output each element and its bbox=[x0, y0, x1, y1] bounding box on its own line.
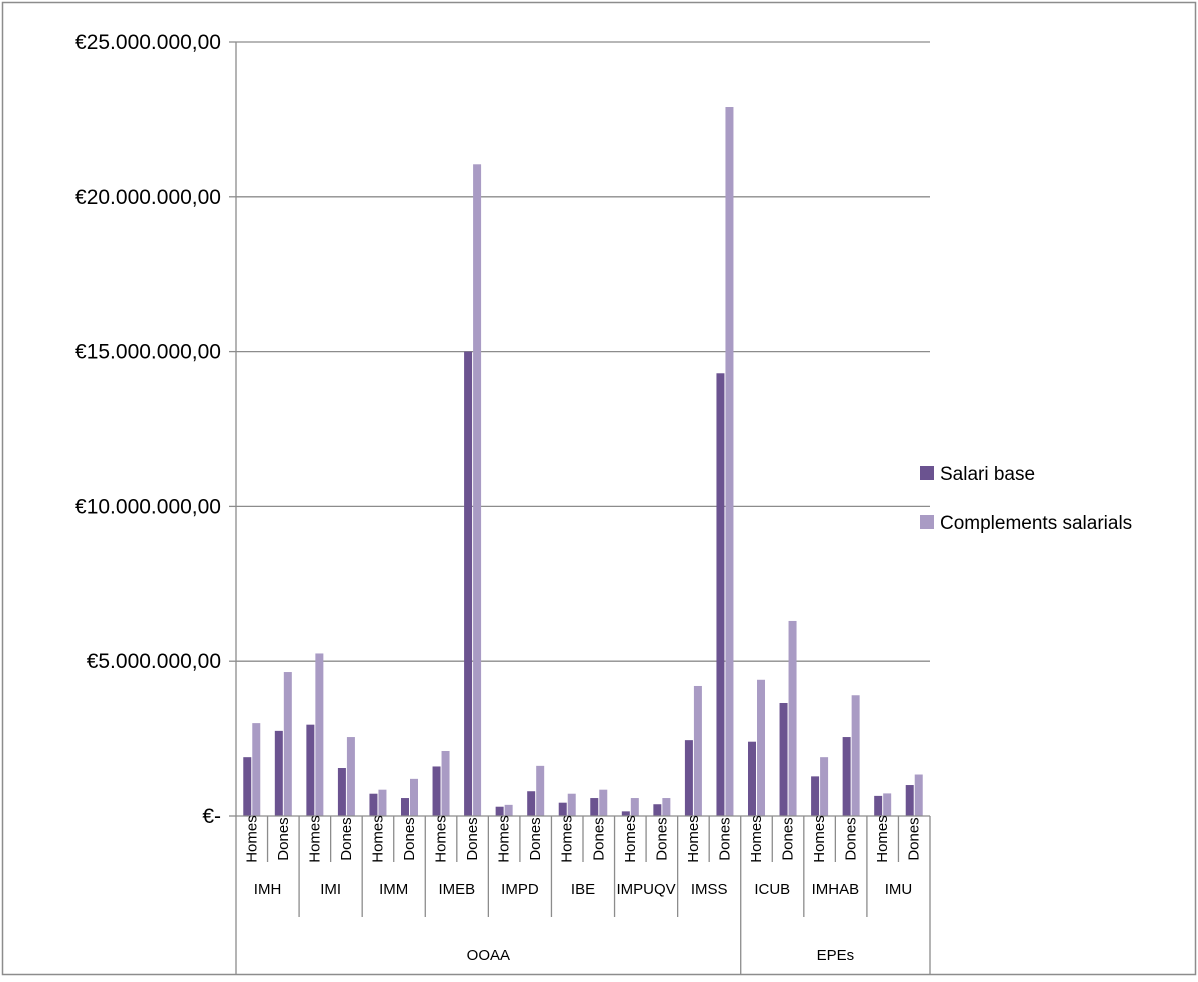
x-tick-label-sex: Dones bbox=[716, 817, 733, 860]
bar-complements-salarials bbox=[504, 804, 513, 816]
bar-complements-salarials bbox=[630, 798, 639, 816]
y-tick-label: €10.000.000,00 bbox=[75, 495, 221, 518]
x-tick-label-organization: IMSS bbox=[691, 881, 728, 898]
legend-swatch-complements-salarials bbox=[920, 515, 934, 529]
bar-complements-salarials bbox=[346, 737, 355, 816]
bar-salari-base bbox=[464, 351, 473, 816]
y-axis-labels: €- €5.000.000,00 €10.000.000,00 €15.000.000… bbox=[75, 31, 221, 828]
bar-complements-salarials bbox=[378, 789, 387, 816]
bar-complements-salarials bbox=[914, 774, 923, 816]
x-tick-label-organization: IMU bbox=[885, 881, 913, 898]
bar-complements-salarials bbox=[757, 679, 765, 816]
x-tick-label-organization: IMM bbox=[379, 881, 408, 898]
bar-complements-salarials bbox=[410, 778, 418, 816]
x-tick-label-sex: Homes bbox=[496, 815, 513, 863]
x-tick-label-sex: Dones bbox=[843, 817, 860, 860]
x-tick-label-sex: Homes bbox=[811, 815, 828, 863]
x-tick-label-sex: Homes bbox=[433, 815, 450, 863]
y-tick-label: €20.000.000,00 bbox=[75, 186, 221, 209]
bar-salari-base bbox=[779, 702, 788, 816]
x-tick-label-sex: Dones bbox=[464, 817, 481, 860]
legend: Salari base Complements salarials bbox=[920, 464, 1132, 534]
y-tick-label: €25.000.000,00 bbox=[75, 31, 221, 54]
x-tick-label-sex: Dones bbox=[653, 817, 670, 860]
bar-salari-base bbox=[527, 791, 536, 816]
bar-complements-salarials bbox=[252, 723, 261, 816]
bar-salari-base bbox=[621, 811, 630, 816]
x-axis bbox=[235, 42, 931, 975]
bar-complements-salarials bbox=[788, 620, 797, 816]
x-tick-label-sex: Homes bbox=[306, 815, 323, 863]
bar-complements-salarials bbox=[283, 672, 292, 816]
y-tick-label: €- bbox=[202, 805, 221, 828]
bar-complements-salarials bbox=[851, 695, 860, 816]
bar-salari-base bbox=[842, 737, 851, 816]
bar-complements-salarials bbox=[693, 685, 702, 816]
x-tick-label-sex: Dones bbox=[590, 817, 607, 860]
legend-label-complements-salarials: Complements salarials bbox=[940, 513, 1132, 534]
x-tick-label-sex: Homes bbox=[748, 815, 765, 863]
bar-salari-base bbox=[684, 740, 693, 816]
bar-salari-base bbox=[337, 768, 346, 816]
bar-complements-salarials bbox=[725, 107, 734, 817]
x-tick-label-organization: IMHAB bbox=[812, 881, 860, 898]
bar-salari-base bbox=[243, 757, 252, 816]
bar-salari-base bbox=[401, 798, 409, 816]
bar-salari-base bbox=[369, 793, 378, 816]
bars bbox=[243, 107, 923, 817]
bar-salari-base bbox=[748, 741, 756, 816]
bar-complements-salarials bbox=[820, 757, 829, 816]
bar-complements-salarials bbox=[441, 750, 450, 816]
y-tick-label: €15.000.000,00 bbox=[75, 341, 221, 364]
y-tick-label: €5.000.000,00 bbox=[87, 650, 221, 673]
x-tick-label-organization: IMI bbox=[320, 881, 341, 898]
x-tick-label-organization: IMPD bbox=[501, 881, 539, 898]
legend-swatch-salari-base bbox=[920, 466, 934, 480]
x-tick-label-organization: ICUB bbox=[754, 881, 790, 898]
bar-complements-salarials bbox=[315, 653, 324, 816]
x-tick-label-organization: IMPUQV bbox=[616, 881, 675, 898]
x-tick-label-sex: Homes bbox=[369, 815, 386, 863]
x-tick-label-sex: Homes bbox=[874, 815, 891, 863]
gridlines bbox=[229, 41, 930, 817]
x-tick-label-sex: Homes bbox=[685, 815, 702, 863]
x-tick-label-organization: IBE bbox=[571, 881, 595, 898]
bar-salari-base bbox=[274, 730, 283, 816]
bar-salari-base bbox=[716, 373, 725, 816]
bar-salari-base bbox=[495, 806, 504, 816]
bar-complements-salarials bbox=[567, 793, 576, 816]
bar-salari-base bbox=[905, 785, 914, 816]
bar-salari-base bbox=[306, 724, 315, 816]
x-tick-label-group: OOAA bbox=[467, 947, 510, 964]
x-tick-label-sex: Dones bbox=[527, 817, 544, 860]
x-tick-label-sex: Dones bbox=[275, 817, 292, 860]
bar-salari-base bbox=[590, 798, 599, 816]
bar-complements-salarials bbox=[536, 765, 545, 816]
x-tick-label-sex: Homes bbox=[559, 815, 576, 863]
bar-salari-base bbox=[653, 804, 662, 816]
x-tick-label-organization: IMH bbox=[254, 881, 282, 898]
bar-complements-salarials bbox=[473, 164, 482, 817]
x-tick-label-sex: Homes bbox=[243, 815, 260, 863]
bar-complements-salarials bbox=[662, 798, 671, 816]
bar-salari-base bbox=[811, 776, 820, 816]
bar-complements-salarials bbox=[599, 789, 608, 816]
x-tick-label-sex: Dones bbox=[906, 817, 923, 860]
x-tick-label-sex: Dones bbox=[780, 817, 797, 860]
x-axis-labels: Homes Dones Homes Dones Homes Dones Homes Dones… bbox=[243, 815, 922, 964]
legend-label-salari-base: Salari base bbox=[940, 464, 1035, 485]
x-tick-label-sex: Dones bbox=[338, 817, 355, 860]
x-tick-label-organization: IMEB bbox=[438, 881, 475, 898]
bar-salari-base bbox=[432, 766, 441, 816]
bar-complements-salarials bbox=[883, 793, 892, 816]
bar-salari-base bbox=[874, 795, 883, 816]
bar-salari-base bbox=[558, 802, 567, 816]
x-tick-label-sex: Dones bbox=[401, 817, 418, 860]
x-tick-label-group: EPEs bbox=[817, 947, 855, 964]
x-tick-label-sex: Homes bbox=[622, 815, 639, 863]
